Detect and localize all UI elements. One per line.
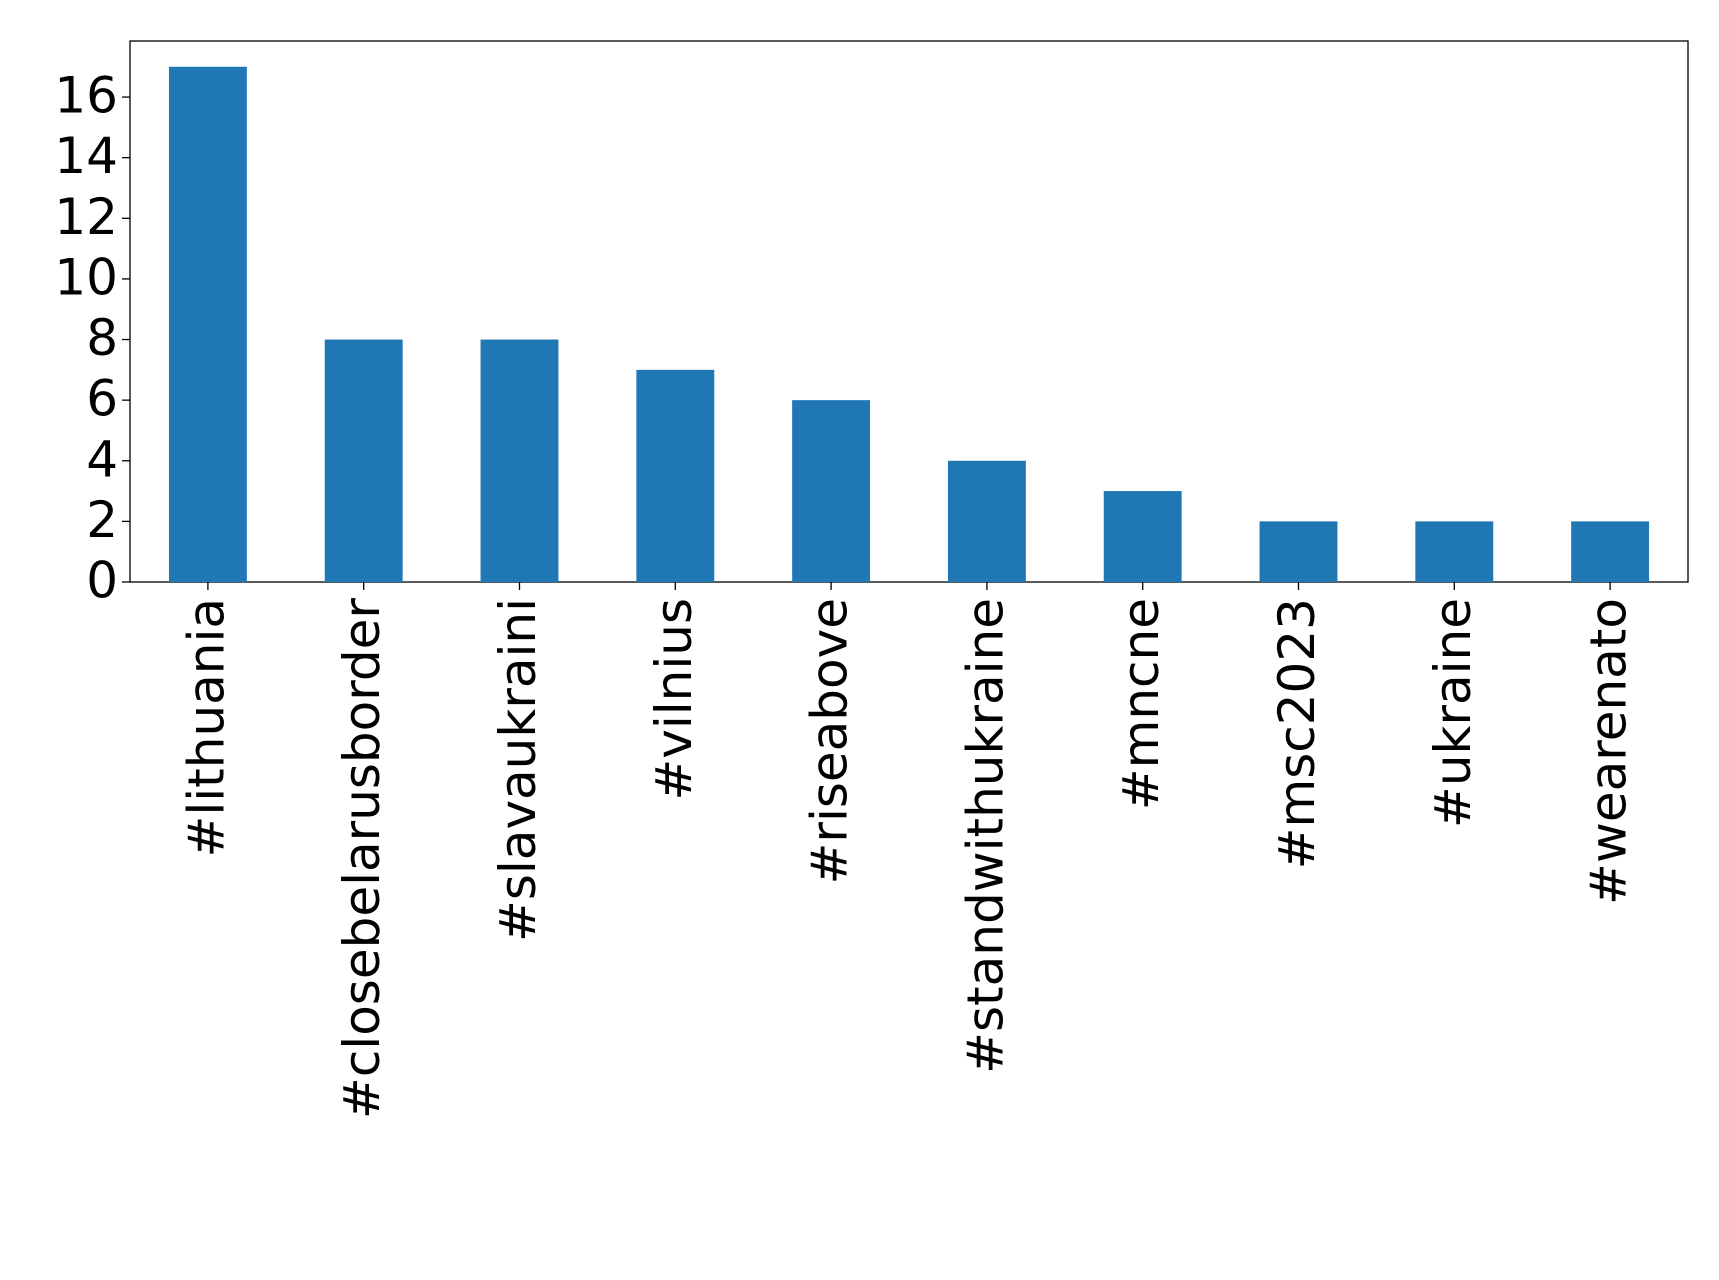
bar	[168, 66, 247, 582]
y-tick-label: 0	[86, 552, 118, 610]
bar	[1415, 521, 1494, 582]
x-tick-label: #riseabove	[801, 598, 859, 884]
x-tick-label: #ukraine	[1424, 598, 1482, 828]
bar	[792, 400, 871, 582]
y-tick-label: 8	[86, 309, 118, 367]
bar	[324, 339, 403, 582]
bar	[947, 460, 1026, 582]
x-tick-label: #wearenato	[1580, 598, 1638, 905]
plot-frame	[129, 40, 1689, 583]
bar	[636, 369, 715, 582]
y-tick-label: 10	[54, 248, 118, 306]
bar	[1259, 521, 1338, 582]
bar	[1571, 521, 1650, 582]
y-tick-label: 4	[86, 430, 118, 488]
y-tick-label: 14	[54, 127, 118, 185]
x-tick-label: #mncne	[1112, 598, 1170, 810]
x-tick-label: #standwithukraine	[956, 598, 1014, 1074]
x-tick-label: #closebelarusborder	[333, 598, 391, 1120]
bar	[1103, 491, 1182, 582]
bar	[480, 339, 559, 582]
y-tick-label: 12	[54, 188, 118, 246]
y-tick-label: 2	[86, 491, 118, 549]
x-tick-label: #vilnius	[645, 598, 703, 801]
x-tick-label: #lithuania	[177, 598, 235, 858]
x-tick-label: #slavaukraini	[489, 598, 547, 942]
y-tick-label: 6	[86, 370, 118, 428]
y-tick-label: 16	[54, 67, 118, 125]
x-tick-label: #msc2023	[1268, 598, 1326, 869]
